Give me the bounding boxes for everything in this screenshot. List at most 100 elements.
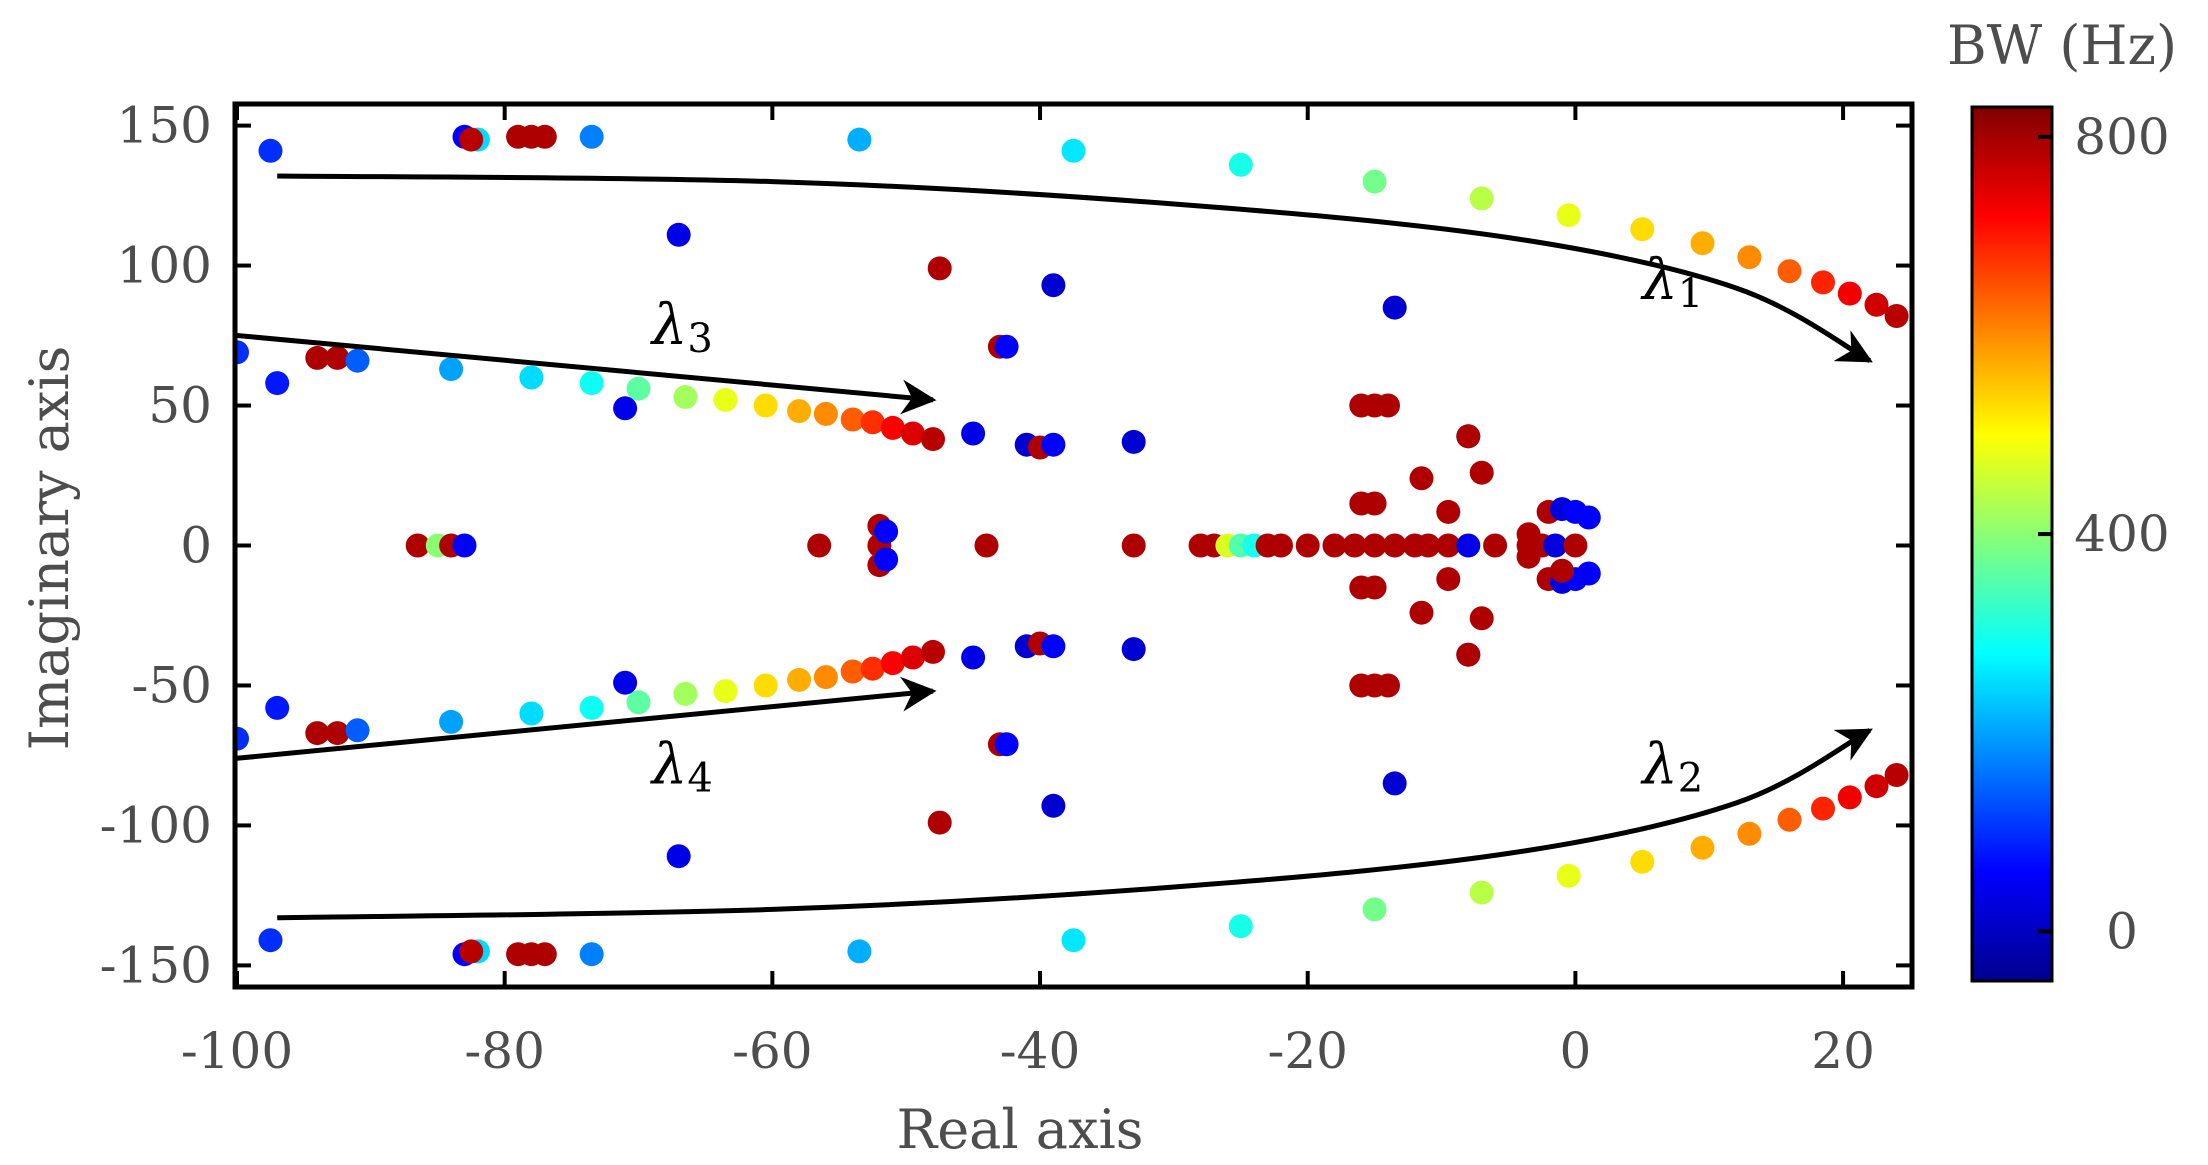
data-point-117	[1228, 914, 1253, 939]
data-point-12	[1469, 186, 1494, 211]
data-point-103	[1576, 561, 1601, 586]
data-point-35	[579, 371, 604, 396]
data-point-7	[579, 124, 604, 149]
data-point-91	[1563, 533, 1588, 558]
data-point-82	[1382, 533, 1407, 558]
data-point-43	[860, 410, 885, 435]
data-point-46	[921, 427, 945, 452]
lambda-label-1: λ1	[1640, 248, 1703, 317]
x-axis-title: Real axis	[897, 1098, 1144, 1161]
data-point-149	[840, 659, 865, 684]
data-point-142	[579, 695, 604, 720]
colorbar-ticks: 0 400 800	[2038, 108, 2170, 960]
data-point-143	[626, 690, 651, 715]
data-point-27	[994, 334, 1019, 359]
data-point-127	[1864, 774, 1889, 799]
data-point-42	[840, 407, 865, 432]
y-tick-label: -50	[131, 656, 212, 714]
data-point-78	[1295, 533, 1320, 558]
data-point-17	[1777, 259, 1802, 284]
data-point-9	[1061, 138, 1086, 163]
data-point-29	[265, 371, 290, 396]
data-point-121	[1630, 849, 1655, 874]
data-point-66	[452, 533, 477, 558]
lambda-annotations: λ1 λ2 λ3 λ4	[650, 248, 1703, 801]
data-point-57	[1456, 424, 1481, 449]
data-point-137	[305, 721, 330, 746]
lambda-label-2: λ2	[1640, 732, 1703, 801]
data-point-166	[1469, 606, 1494, 631]
data-point-33	[439, 357, 464, 382]
colorbar-tick-label: 400	[2074, 505, 2169, 563]
data-point-132	[1382, 771, 1407, 796]
data-point-141	[519, 701, 544, 726]
axis-ticks: -100 -80 -60 -40 -20 0 20 150 100 50 0 -50 -100 -150	[100, 97, 1912, 1080]
x-tick-label: 0	[1559, 1022, 1591, 1080]
x-tick-label: -100	[181, 1022, 293, 1080]
data-point-134	[994, 732, 1019, 757]
x-tick-label: 20	[1811, 1022, 1875, 1080]
data-point-8	[847, 127, 872, 152]
data-point-47	[613, 396, 638, 421]
data-point-41	[813, 401, 838, 426]
data-point-130	[927, 810, 952, 835]
data-point-155	[961, 645, 986, 670]
data-point-44	[880, 415, 905, 440]
lambda-label-4: λ4	[650, 732, 713, 801]
data-point-123	[1737, 821, 1762, 846]
data-point-94	[874, 519, 899, 544]
data-point-128	[1884, 763, 1909, 787]
data-point-87	[1483, 533, 1508, 558]
data-point-0	[258, 138, 283, 163]
data-point-107	[258, 928, 283, 953]
data-point-15	[1690, 231, 1715, 256]
data-points	[237, 124, 1909, 967]
x-tick-label: -80	[464, 1022, 545, 1080]
lambda-label-3: λ3	[650, 293, 713, 362]
data-point-14	[1630, 217, 1655, 242]
data-point-36	[626, 376, 651, 401]
data-point-11	[1362, 169, 1387, 194]
plot-frame	[232, 101, 1915, 990]
y-tick-label: 0	[180, 517, 212, 575]
data-point-55	[1376, 393, 1400, 418]
data-point-148	[813, 665, 838, 690]
arrow-lambda4	[236, 676, 937, 761]
data-point-20	[1864, 292, 1889, 317]
y-tick-label: 150	[117, 97, 212, 155]
y-tick-label: -150	[100, 936, 212, 994]
data-point-48	[961, 421, 986, 446]
data-point-67	[807, 533, 832, 558]
data-point-6	[532, 124, 557, 149]
data-point-154	[613, 670, 638, 695]
data-point-45	[900, 421, 925, 446]
data-point-52	[1121, 429, 1146, 454]
data-point-84	[1416, 533, 1441, 558]
data-point-124	[1777, 807, 1802, 832]
data-point-81	[1362, 533, 1387, 558]
data-point-60	[1436, 499, 1461, 524]
data-point-90	[1543, 533, 1568, 558]
data-point-99	[1576, 505, 1601, 530]
data-point-22	[666, 222, 691, 247]
data-point-18	[1811, 270, 1835, 295]
data-point-151	[880, 651, 905, 676]
data-point-31	[325, 345, 350, 370]
data-point-37	[673, 385, 698, 410]
data-point-63	[405, 533, 430, 558]
data-point-105	[1516, 544, 1541, 569]
data-point-153	[921, 639, 945, 664]
data-point-145	[713, 679, 738, 704]
data-point-59	[1469, 460, 1494, 485]
data-point-138	[325, 721, 350, 746]
data-point-77	[1269, 533, 1293, 558]
data-point-19	[1837, 281, 1862, 306]
data-point-32	[345, 348, 370, 373]
data-point-23	[927, 256, 952, 281]
data-point-16	[1737, 245, 1762, 270]
data-point-162	[1376, 673, 1400, 698]
data-point-25	[1382, 295, 1407, 320]
data-point-164	[1456, 642, 1481, 667]
data-point-131	[1041, 793, 1066, 818]
data-point-40	[787, 399, 812, 424]
